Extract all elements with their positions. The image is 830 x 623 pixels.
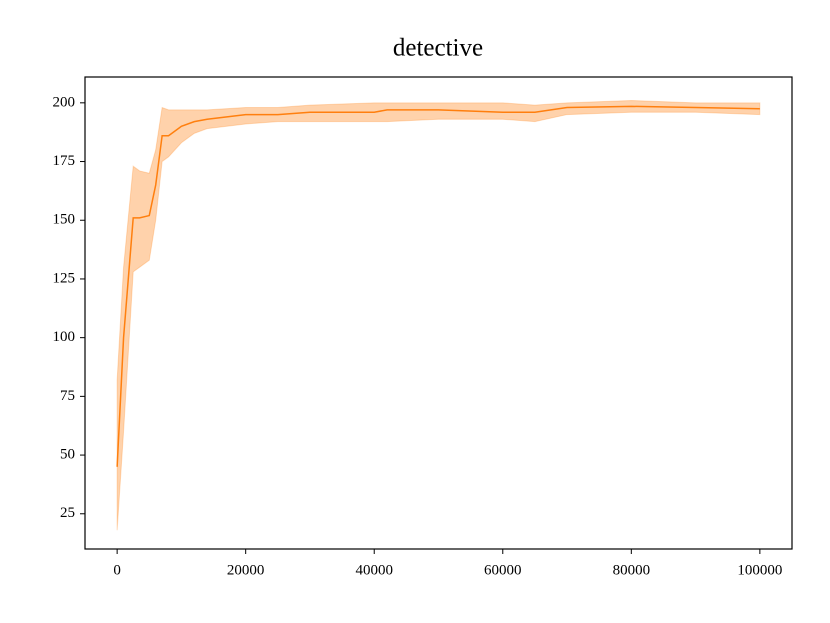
plot-frame [84, 76, 793, 550]
y-tick-label: 125 [53, 270, 76, 286]
y-tick-label: 100 [53, 329, 76, 345]
line [116, 105, 760, 467]
chart-title: detective [393, 35, 483, 62]
confidence-band [116, 99, 761, 531]
y-tick-label: 200 [53, 94, 76, 110]
y-tick-label: 75 [60, 388, 75, 404]
y-tick-label: 150 [53, 212, 76, 228]
y-tick-label: 25 [60, 505, 75, 521]
x-tick-label: 100000 [737, 562, 782, 578]
x-tick-label: 20000 [227, 562, 265, 578]
x-tick-label: 40000 [355, 562, 393, 578]
y-tick-label: 50 [60, 447, 75, 463]
x-tick-label: 0 [113, 562, 121, 578]
y-tick-label: 175 [53, 153, 76, 169]
x-tick-label: 80000 [613, 562, 651, 578]
x-tick-label: 60000 [484, 562, 522, 578]
